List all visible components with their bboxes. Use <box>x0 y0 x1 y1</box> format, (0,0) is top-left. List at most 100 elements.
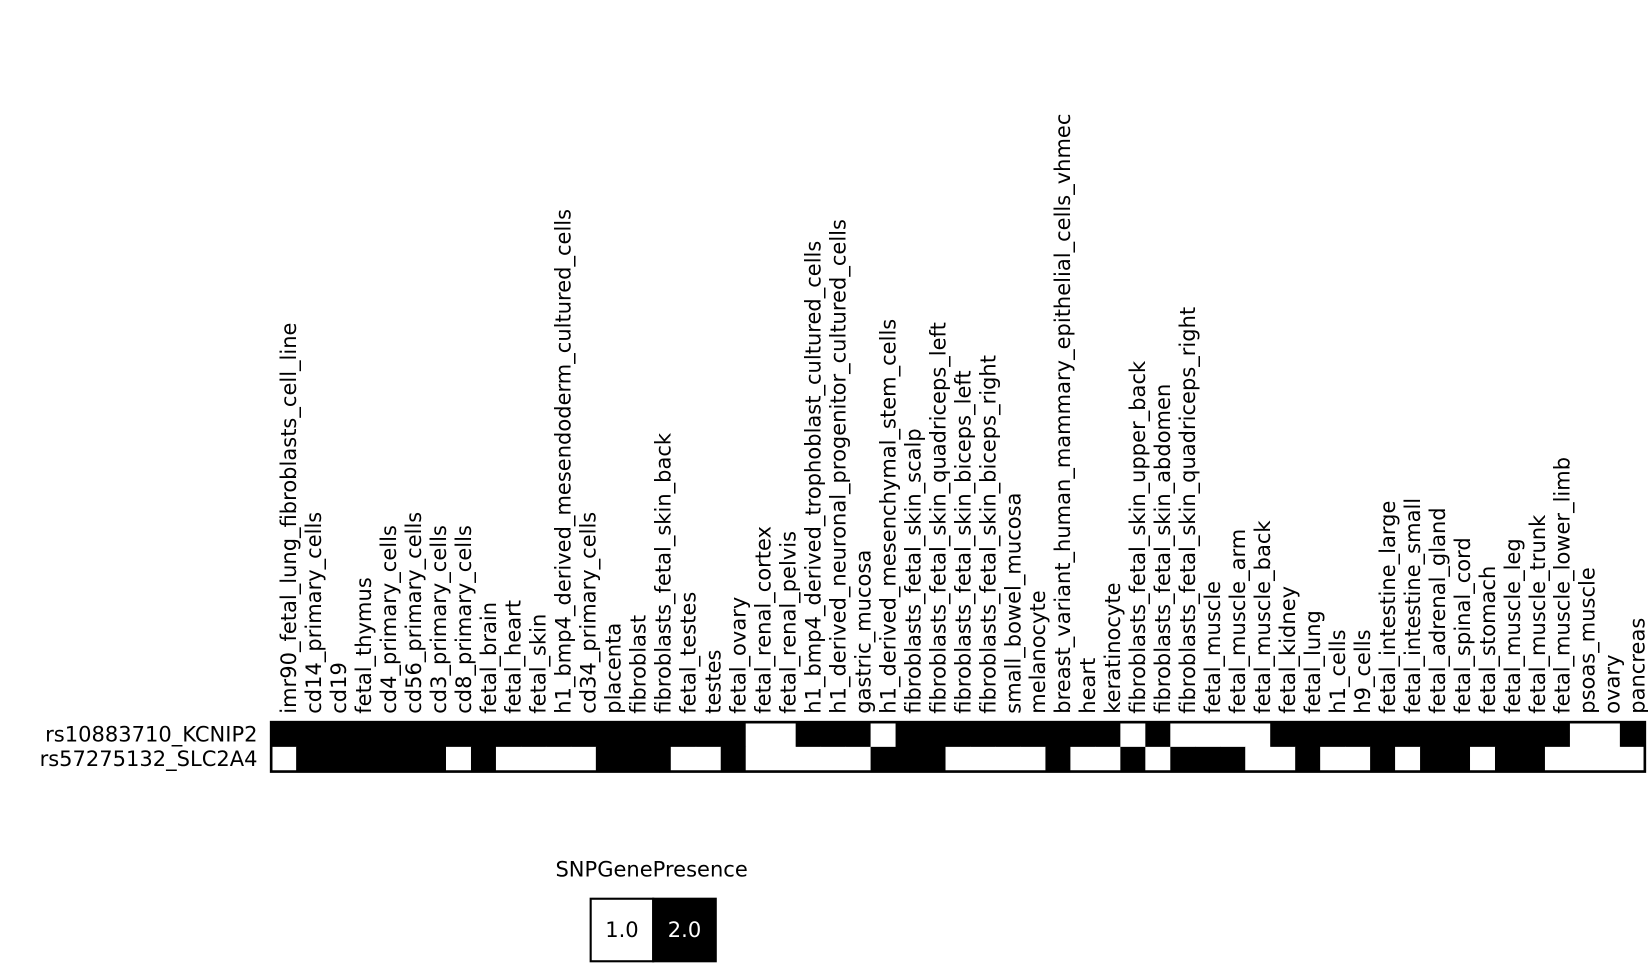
heatmap-cell <box>520 722 547 748</box>
heatmap-cell <box>371 722 397 748</box>
heatmap-cell <box>1045 722 1071 748</box>
column-label: fibroblasts_fetal_skin_quadriceps_right <box>1175 307 1200 714</box>
heatmap-cell <box>820 746 847 772</box>
heatmap-cell <box>620 722 647 748</box>
column-label: cd8_primary_cells <box>451 525 476 714</box>
heatmap-cell <box>770 746 797 772</box>
heatmap-cell <box>845 722 872 748</box>
column-label: fetal_muscle_leg <box>1500 538 1525 713</box>
heatmap-cell <box>545 746 572 772</box>
heatmap-cell <box>470 722 497 748</box>
column-label: fibroblasts_fetal_skin_biceps_right <box>975 355 1000 714</box>
heatmap-cell <box>895 746 921 772</box>
heatmap-cell <box>1519 722 1546 748</box>
heatmap-cell <box>1619 722 1646 748</box>
column-label: fetal_intestine_large <box>1375 501 1400 714</box>
heatmap-cell <box>1594 746 1621 772</box>
heatmap-cell <box>470 746 497 772</box>
heatmap-cell <box>1619 746 1646 772</box>
column-label: fibroblasts_fetal_skin_biceps_left <box>950 370 975 713</box>
heatmap-cell <box>1345 722 1371 748</box>
column-label: cd19 <box>326 662 351 714</box>
heatmap-cell <box>1420 722 1446 748</box>
heatmap-cell <box>1594 722 1621 748</box>
heatmap-cell <box>1519 746 1546 772</box>
heatmap-cell <box>1320 722 1346 748</box>
column-label: fetal_heart <box>501 600 526 714</box>
heatmap-cell <box>271 746 297 772</box>
heatmap-cell <box>1245 746 1271 772</box>
heatmap-cell <box>1445 746 1471 772</box>
heatmap-cell <box>1320 746 1346 772</box>
column-label: fetal_muscle_trunk <box>1525 514 1550 714</box>
column-label: fetal_brain <box>476 602 501 714</box>
column-label: fetal_kidney <box>1275 586 1300 714</box>
heatmap-cell <box>1494 722 1521 748</box>
heatmap-cell <box>720 722 747 748</box>
column-label: h9_cells <box>1350 629 1375 713</box>
heatmap-cell <box>995 746 1021 772</box>
row-label: rs10883710_KCNIP2 <box>45 722 257 747</box>
heatmap-cell <box>346 746 372 772</box>
heatmap-cell <box>1195 746 1221 772</box>
column-label: h1_derived_mesenchymal_stem_cells <box>875 319 900 714</box>
heatmap-cell <box>1395 722 1421 748</box>
column-label: fetal_muscle_back <box>1250 520 1275 714</box>
heatmap-cell <box>1544 722 1571 748</box>
column-label: cd3_primary_cells <box>426 525 451 714</box>
heatmap-cell <box>945 746 971 772</box>
heatmap-cell <box>1145 746 1171 772</box>
heatmap-cell <box>520 746 547 772</box>
column-label: fetal_intestine_small <box>1400 498 1425 714</box>
column-label: pancreas <box>1625 618 1648 714</box>
heatmap-cell <box>1220 746 1246 772</box>
column-label: fetal_testes <box>676 592 701 714</box>
column-label: imr90_fetal_lung_fibroblasts_cell_line <box>276 323 301 714</box>
column-label: fetal_ovary <box>726 597 751 714</box>
heatmap-cell <box>421 722 447 748</box>
heatmap-cell <box>346 722 372 748</box>
column-label: h1_cells <box>1325 629 1350 713</box>
column-label: fibroblasts_fetal_skin_abdomen <box>1150 384 1175 714</box>
column-label: breast_variant_human_mammary_epithelial_… <box>1050 114 1075 714</box>
heatmap-cell <box>970 746 996 772</box>
heatmap-cell <box>820 722 847 748</box>
heatmap-cell <box>1145 722 1171 748</box>
heatmap-cell <box>1170 746 1196 772</box>
heatmap-cell <box>1270 746 1296 772</box>
column-label: cd34_primary_cells <box>576 512 601 714</box>
legend-swatch <box>652 897 717 963</box>
heatmap-cell <box>445 722 472 748</box>
column-label: fetal_muscle <box>1200 581 1225 714</box>
heatmap-cell <box>1245 722 1271 748</box>
column-label: keratinocyte <box>1100 582 1125 713</box>
heatmap-cell <box>745 746 772 772</box>
heatmap-cell <box>296 722 322 748</box>
heatmap-cell <box>845 746 872 772</box>
heatmap-cell <box>595 722 622 748</box>
column-label: fetal_renal_pelvis <box>775 531 800 714</box>
heatmap-cell <box>1295 722 1321 748</box>
column-label: ovary <box>1600 654 1625 713</box>
heatmap-cell <box>595 746 622 772</box>
column-label: placenta <box>601 623 626 714</box>
heatmap-cell <box>396 746 422 772</box>
heatmap-cell <box>1345 746 1371 772</box>
heatmap-cell <box>1544 746 1571 772</box>
column-label: cd4_primary_cells <box>376 525 401 714</box>
column-label: fibroblasts_fetal_skin_upper_back <box>1125 360 1150 714</box>
heatmap-cell <box>545 722 572 748</box>
column-label: h1_bmp4_derived_mesendoderm_cultured_cel… <box>551 209 576 714</box>
column-label: fetal_adrenal_gland <box>1425 507 1450 713</box>
column-label: fibroblasts_fetal_skin_scalp <box>900 428 925 713</box>
column-label: fetal_lung <box>1300 610 1325 714</box>
heatmap-cell <box>920 746 946 772</box>
heatmap-cell <box>445 746 472 772</box>
legend-label: 1.0 <box>605 917 638 942</box>
column-label: fetal_thymus <box>351 577 376 714</box>
heatmap-cell <box>1569 722 1596 748</box>
column-label: heart <box>1075 658 1100 714</box>
heatmap-cell <box>795 746 822 772</box>
heatmap-cell <box>570 746 597 772</box>
